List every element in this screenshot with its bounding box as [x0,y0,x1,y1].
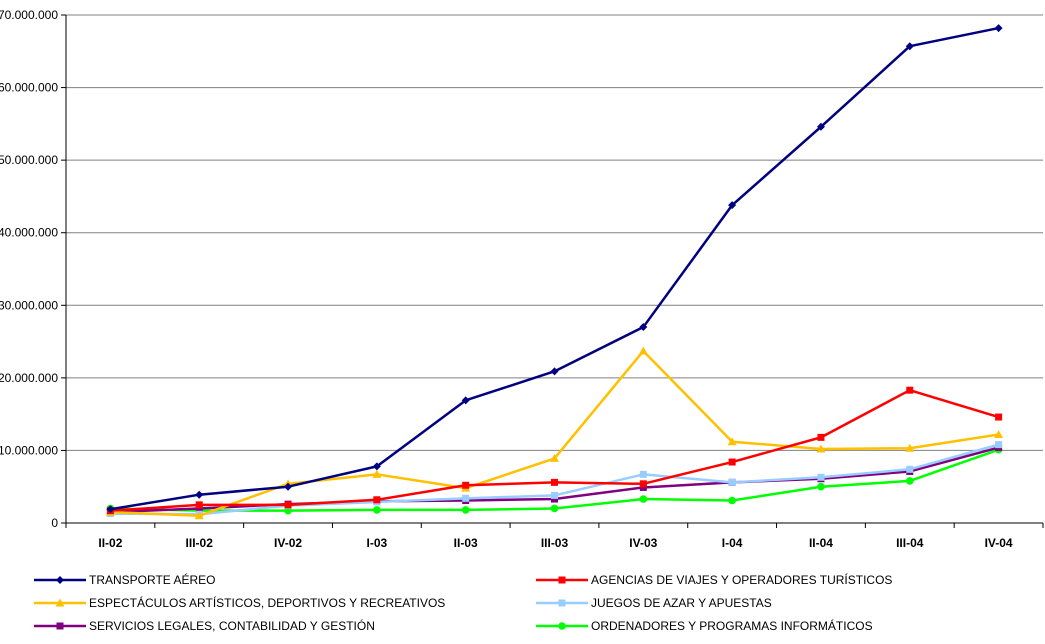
series-6 [106,445,1003,515]
legend-item: JUEGOS DE AZAR Y APUESTAS [536,596,772,610]
legend-marker [558,622,566,630]
data-point [372,469,382,478]
y-tick-label: 50.000.000 [0,153,58,167]
data-point [817,473,825,481]
data-point [551,495,558,503]
x-tick-label: II-04 [809,536,833,550]
legend-item: ORDENADORES Y PROGRAMAS INFORMÁTICOS [536,618,873,633]
legend-label: SERVICIOS LEGALES, CONTABILIDAD Y GESTIÓ… [89,618,375,633]
data-point [284,482,293,491]
y-tick-label: 10.000.000 [0,443,58,457]
x-tick-label: II-03 [454,536,478,550]
legend-item: AGENCIAS DE VIAJES Y OPERADORES TURÍSTIC… [536,572,892,587]
data-point [728,201,737,210]
y-tick-label: 0 [51,516,58,530]
data-point [106,505,115,514]
data-point [550,367,559,376]
data-point [816,122,825,131]
x-tick-label: I-04 [722,536,743,550]
gridlines [66,14,1043,451]
data-point [284,501,292,509]
legend-label: ORDENADORES Y PROGRAMAS INFORMÁTICOS [591,618,873,633]
x-tick-label: II-02 [98,536,122,550]
legend-label: JUEGOS DE AZAR Y APUESTAS [591,596,772,610]
y-tick-label: 20.000.000 [0,371,58,385]
data-point [994,429,1004,438]
legend-item: SERVICIOS LEGALES, CONTABILIDAD Y GESTIÓ… [34,618,375,633]
y-tick-label: 30.000.000 [0,298,58,312]
data-point [905,42,914,51]
legend-marker [56,622,64,630]
data-point [373,496,381,504]
x-tick-label: IV-04 [985,536,1013,550]
y-tick-label: 70.000.000 [0,8,58,22]
legend-item: TRANSPORTE AÉREO [34,572,215,587]
data-point [372,462,381,471]
data-point [461,396,470,405]
data-point [639,323,648,332]
data-point [995,413,1003,421]
data-point [728,478,736,486]
data-point [639,480,647,488]
legend-label: AGENCIAS DE VIAJES Y OPERADORES TURÍSTIC… [591,572,892,587]
legend-item: ESPECTÁCULOS ARTÍSTICOS, DEPORTIVOS Y RE… [34,595,445,610]
data-point [817,433,825,441]
data-point [816,444,826,453]
x-tick-label: III-04 [896,536,924,550]
series-1 [106,24,1003,514]
data-point [195,504,203,512]
data-point [551,491,558,499]
data-point [906,465,914,473]
data-point [728,496,736,505]
legend: TRANSPORTE AÉREO AGENCIAS DE VIAJES Y OPE… [34,572,892,633]
data-point [373,506,381,514]
series-line [110,26,999,511]
x-tick-label: III-03 [541,536,569,550]
data-point [906,386,914,394]
x-tick-label: IV-03 [629,536,657,550]
series-2 [106,386,1003,515]
data-point [905,477,914,485]
data-point [461,506,470,514]
x-tick-label: IV-02 [274,536,302,550]
data-point [462,481,470,489]
data-point [639,495,648,503]
data-point [550,453,559,462]
axes: 0 10.000.000 20.000.000 30.000.000 40.000.00… [0,8,1044,550]
data-point [551,478,558,486]
data-point [728,458,736,466]
data-point [638,346,648,355]
data-point [195,490,204,499]
data-point [195,501,203,509]
y-tick-label: 60.000.000 [0,81,58,95]
legend-marker [558,599,566,607]
data-point [462,494,470,502]
data-point [995,441,1003,449]
series-lines [105,24,1004,520]
data-point [639,483,647,491]
x-tick-label: III-02 [186,536,214,550]
legend-label: ESPECTÁCULOS ARTÍSTICOS, DEPORTIVOS Y RE… [89,595,445,610]
legend-marker [558,576,566,584]
legend-label: TRANSPORTE AÉREO [89,572,215,587]
legend-marker [55,598,65,607]
data-point [727,437,737,446]
y-tick-label: 40.000.000 [0,226,58,240]
data-point [194,511,204,520]
x-tick-label: I-03 [367,536,388,550]
data-point [994,24,1003,33]
data-point [817,482,825,491]
data-point [905,443,915,452]
data-point [639,470,647,478]
data-point [550,504,559,513]
legend-marker [56,576,64,584]
